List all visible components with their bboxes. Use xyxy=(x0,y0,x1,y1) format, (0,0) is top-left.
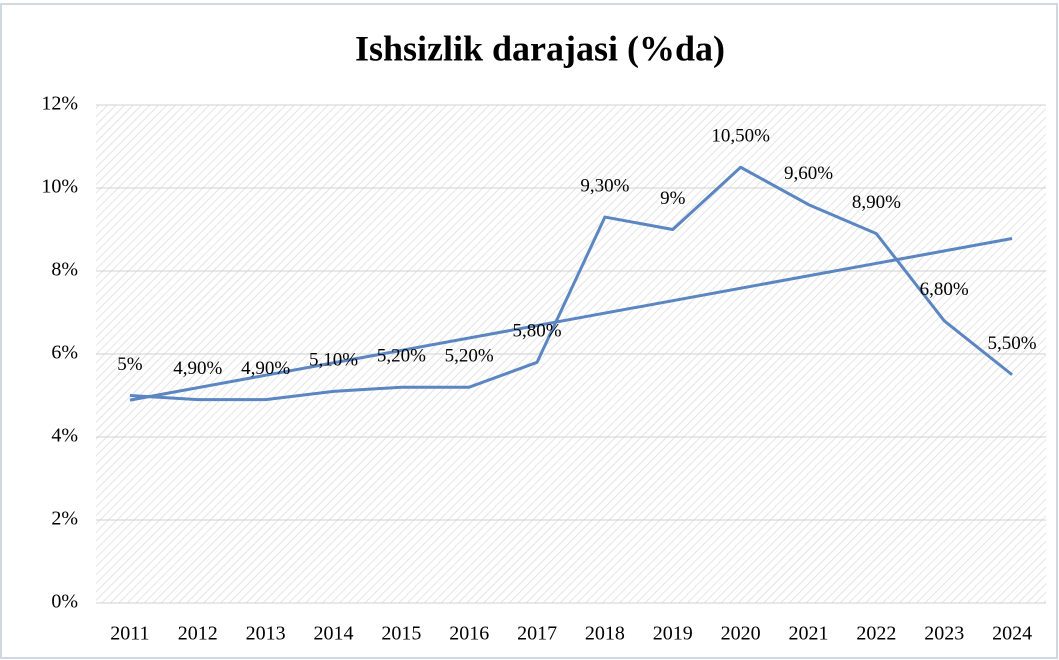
data-label: 9% xyxy=(660,188,686,209)
data-label: 5% xyxy=(117,354,143,375)
x-tick-label: 2017 xyxy=(517,623,557,645)
x-tick-label: 2024 xyxy=(992,623,1032,645)
x-tick-label: 2018 xyxy=(585,623,625,645)
x-tick-label: 2011 xyxy=(110,623,149,645)
x-tick-label: 2021 xyxy=(789,623,829,645)
data-label: 5,80% xyxy=(513,321,562,342)
data-label: 5,20% xyxy=(377,346,426,367)
y-tick-label: 6% xyxy=(51,342,78,364)
trendline xyxy=(129,237,1013,402)
y-tick-label: 0% xyxy=(51,591,78,613)
x-tick-label: 2022 xyxy=(856,623,896,645)
y-tick-label: 10% xyxy=(41,176,78,198)
x-tick-label: 2015 xyxy=(381,623,421,645)
x-tick-label: 2020 xyxy=(721,623,761,645)
x-tick-label: 2019 xyxy=(653,623,693,645)
data-label: 5,50% xyxy=(988,333,1037,354)
data-line xyxy=(129,165,1014,402)
x-tick-label: 2023 xyxy=(924,623,964,645)
data-label: 9,60% xyxy=(784,163,833,184)
x-tick-label: 2014 xyxy=(314,623,354,645)
data-label: 4,90% xyxy=(173,358,222,379)
data-label: 6,80% xyxy=(920,279,969,300)
y-tick-label: 4% xyxy=(51,425,78,447)
y-tick-label: 8% xyxy=(51,259,78,281)
y-tick-label: 12% xyxy=(41,93,78,115)
y-tick-label: 2% xyxy=(51,508,78,530)
data-label: 5,20% xyxy=(445,346,494,367)
data-label: 4,90% xyxy=(241,358,290,379)
x-tick-label: 2013 xyxy=(246,623,286,645)
data-label: 8,90% xyxy=(852,192,901,213)
data-label: 10,50% xyxy=(711,126,770,147)
x-tick-label: 2016 xyxy=(449,623,489,645)
x-tick-label: 2012 xyxy=(178,623,218,645)
data-label: 5,10% xyxy=(309,350,358,371)
chart-title: Ishsizlik darajasi (%da) xyxy=(355,28,725,68)
data-label: 9,30% xyxy=(580,175,629,196)
